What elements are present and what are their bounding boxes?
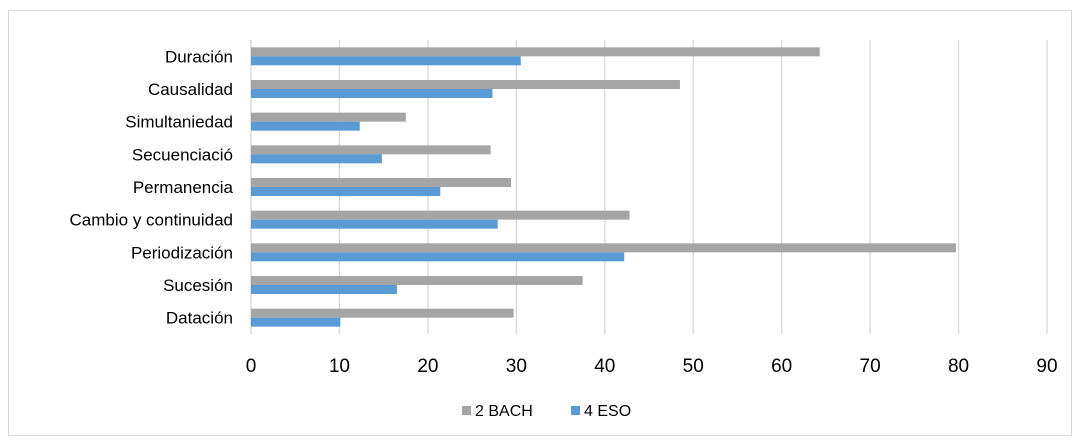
category-label: Simultaniedad bbox=[125, 113, 233, 132]
legend-label: 4 ESO bbox=[584, 403, 631, 420]
bar-4-eso-6 bbox=[251, 252, 625, 262]
x-tick-label: 10 bbox=[329, 356, 350, 377]
bar-2-bach-6 bbox=[251, 243, 956, 253]
bars bbox=[251, 47, 956, 327]
category-label: Periodización bbox=[131, 243, 233, 262]
bar-4-eso-7 bbox=[251, 285, 397, 294]
legend-swatch-1 bbox=[571, 406, 580, 415]
tick-labels: 0 10 20 30 40 50 60 70 80 90 bbox=[246, 356, 1058, 377]
bar-2-bach-7 bbox=[251, 276, 583, 285]
x-tick-label: 70 bbox=[860, 356, 881, 377]
bar-2-bach-3 bbox=[251, 145, 491, 155]
x-tick-label: 0 bbox=[246, 356, 257, 377]
category-labels: Duración Causalidad Simultaniedad Secuencia… bbox=[70, 47, 234, 327]
category-label: Sucesión bbox=[163, 276, 233, 295]
bar-2-bach-1 bbox=[251, 80, 680, 89]
bar-2-bach-0 bbox=[251, 47, 820, 57]
bar-2-bach-8 bbox=[251, 308, 514, 318]
x-tick-label: 80 bbox=[948, 356, 969, 377]
legend-swatch-0 bbox=[462, 406, 471, 415]
legend-label: 2 BACH bbox=[475, 403, 533, 420]
category-label: Duración bbox=[165, 47, 233, 66]
x-tick-label: 50 bbox=[683, 356, 704, 377]
x-tick-label: 90 bbox=[1036, 356, 1057, 377]
legend: 2 BACH 4 ESO bbox=[462, 403, 631, 420]
category-label: Datación bbox=[166, 309, 233, 328]
bar-4-eso-3 bbox=[251, 154, 382, 164]
bar-2-bach-5 bbox=[251, 210, 630, 220]
x-tick-label: 60 bbox=[771, 356, 792, 377]
bar-2-bach-2 bbox=[251, 112, 406, 122]
category-label: Secuenciació bbox=[132, 145, 233, 164]
bar-4-eso-4 bbox=[251, 187, 441, 196]
category-label: Permanencia bbox=[133, 178, 234, 197]
category-label: Cambio y continuidad bbox=[70, 211, 233, 230]
bar-4-eso-1 bbox=[251, 89, 493, 98]
bar-4-eso-8 bbox=[251, 317, 341, 327]
bar-2-bach-4 bbox=[251, 178, 512, 187]
category-label: Causalidad bbox=[148, 80, 233, 99]
x-tick-label: 30 bbox=[506, 356, 527, 377]
x-tick-label: 40 bbox=[594, 356, 615, 377]
bar-4-eso-2 bbox=[251, 121, 360, 131]
bar-4-eso-0 bbox=[251, 56, 521, 66]
x-tick-label: 20 bbox=[417, 356, 438, 377]
bar-4-eso-5 bbox=[251, 219, 498, 229]
